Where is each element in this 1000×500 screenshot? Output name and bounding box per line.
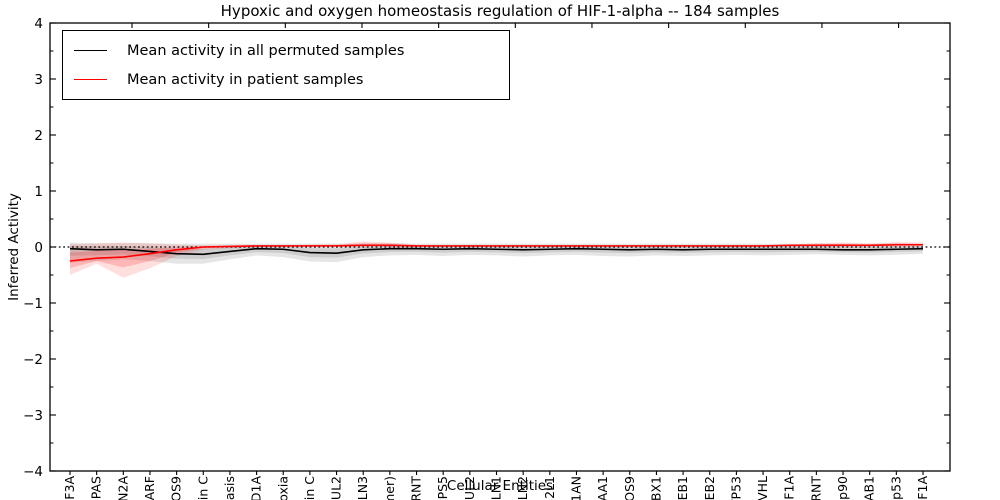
x-tick-label: RACK1/Elongin B/Elongin C [302,476,317,500]
y-tick-label: 1 [34,184,43,200]
x-tick-label: CUL2 [462,476,477,500]
x-tick-label: ARD1A [249,476,264,500]
x-tick-label: HIF1A/JAB1 [862,476,877,500]
x-tick-label: TCEB1 [675,476,690,500]
y-tick-label: −2 [23,352,43,368]
x-tick-label: HIF1A [782,476,797,500]
y-tick-label: 2 [34,128,43,144]
patient-line-swatch [74,79,107,80]
x-tick-label: VHL/Elongin B/Elongin C/RBX1/CUL2 [329,476,344,500]
y-tick-label: −1 [23,296,43,312]
x-tick-label: FIH (dimer) [382,476,397,500]
legend-label-patient: Mean activity in patient samples [127,71,364,88]
permuted-band-outer [70,242,923,264]
x-tick-label: HIF1AN [568,476,583,500]
x-tick-label: HIF1A/Hsp90 [835,476,850,500]
legend: Mean activity in all permuted samples Me… [62,30,510,100]
patient-mean-line [69,243,923,262]
x-tick-label: PHD1-3/OS9 [169,476,184,500]
permuted-line-swatch [74,50,107,51]
x-tick-label: ARNT [409,476,424,500]
legend-item-permuted: Mean activity in all permuted samples [63,36,509,65]
y-tick-label: 4 [34,16,43,32]
chart-title: Hypoxic and oxygen homeostasis regulatio… [220,2,780,20]
x-tick-label: HIF3A [62,476,77,500]
y-tick-label: −3 [23,408,43,424]
x-tick-label: HIF1A/p19ARF [142,476,157,500]
y-axis-title: Inferred Activity [6,193,22,301]
x-tick-label: CDKN2A [115,476,130,500]
x-tick-label: GNB2L1 [542,476,557,500]
x-tick-label: TCEB2 [702,476,717,500]
y-tick-label: 0 [34,240,43,256]
x-tick-label: oxygen homeostasis [222,476,237,500]
legend-item-patient: Mean activity in patient samples [63,65,509,94]
y-tick-label: 3 [34,72,43,88]
x-tick-label: HSP90AA1 [595,476,610,500]
x-tick-label: TP53 [728,476,743,500]
legend-label-permuted: Mean activity in all permuted samples [127,42,405,59]
x-tick-label: EGLN3 [355,476,370,500]
x-tick-label: COPS5 [435,476,450,500]
permuted-mean-line [69,247,924,256]
x-tick-label: HIF1A/RACK1/Elongin B/Elongin C [195,476,210,500]
x-tick-label: EGLN1 [489,476,504,500]
x-tick-label: RBX1 [648,476,663,500]
x-tick-label: OS9 [622,476,637,500]
x-axis-title: Cellular Entities [446,478,554,494]
x-tick-label: HIF1A/p53 [888,476,903,500]
x-tick-label: VHL [755,476,770,500]
x-tick-label: HIF1A/ARNT [808,476,823,500]
x-tick-label: ARNT/IPAS [89,476,104,500]
x-tick-label: EGLN2 [515,476,530,500]
x-tick-label: VHL/Elongin B/Elongin C/RBX1/CUL2/HIF1A [915,476,930,500]
x-tick-label: response to hypoxia [275,476,290,500]
y-tick-label: −4 [23,464,43,480]
